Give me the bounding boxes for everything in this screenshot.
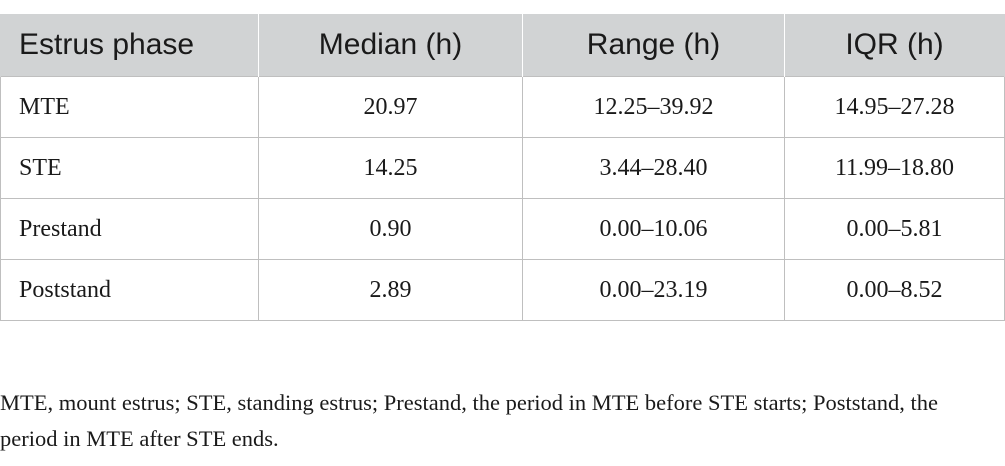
cell-range: 0.00–23.19 — [522, 259, 785, 321]
cell-iqr: 11.99–18.80 — [784, 137, 1005, 199]
header-estrus-phase: Estrus phase — [0, 14, 259, 77]
cell-phase: STE — [0, 137, 259, 199]
table-footnote: MTE, mount estrus; STE, standing estrus;… — [0, 390, 939, 451]
estrus-phase-table: Estrus phase Median (h) Range (h) IQR (h… — [0, 14, 1005, 321]
cell-iqr: 14.95–27.28 — [784, 76, 1005, 138]
cell-median: 0.90 — [258, 198, 523, 260]
header-range: Range (h) — [522, 14, 785, 77]
cell-range: 3.44–28.40 — [522, 137, 785, 199]
cell-phase: Poststand — [0, 259, 259, 321]
cell-phase: MTE — [0, 76, 259, 138]
table-row: MTE 20.97 12.25–39.92 14.95–27.28 — [0, 76, 1005, 138]
header-iqr: IQR (h) — [784, 14, 1005, 77]
cell-median: 14.25 — [258, 137, 523, 199]
table-header-row: Estrus phase Median (h) Range (h) IQR (h… — [0, 14, 1005, 77]
header-median: Median (h) — [258, 14, 523, 77]
cell-iqr: 0.00–5.81 — [784, 198, 1005, 260]
table-row: Prestand 0.90 0.00–10.06 0.00–5.81 — [0, 198, 1005, 260]
cell-range: 0.00–10.06 — [522, 198, 785, 260]
table-row: STE 14.25 3.44–28.40 11.99–18.80 — [0, 137, 1005, 199]
cell-iqr: 0.00–8.52 — [784, 259, 1005, 321]
cell-median: 2.89 — [258, 259, 523, 321]
cell-range: 12.25–39.92 — [522, 76, 785, 138]
table-row: Poststand 2.89 0.00–23.19 0.00–8.52 — [0, 259, 1005, 321]
cell-median: 20.97 — [258, 76, 523, 138]
cell-phase: Prestand — [0, 198, 259, 260]
